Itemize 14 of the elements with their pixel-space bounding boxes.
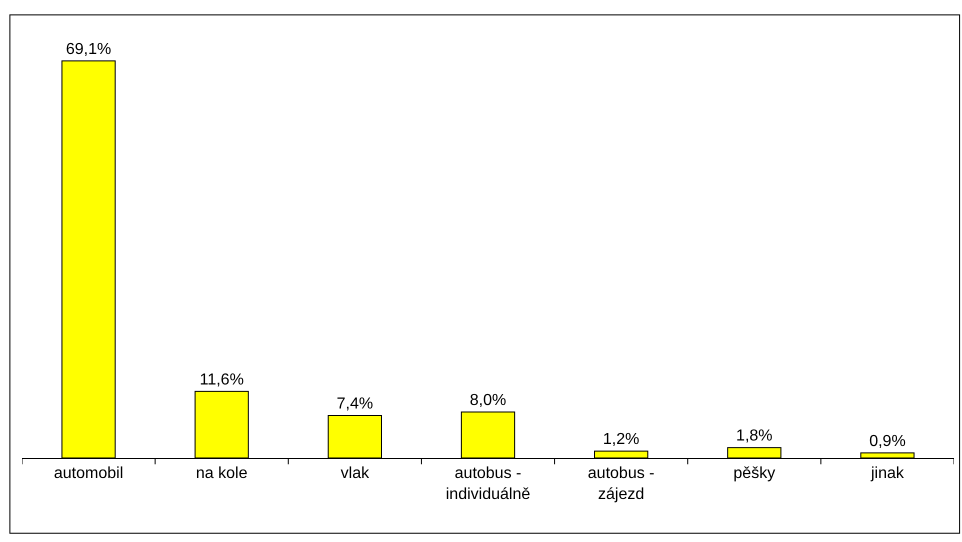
data-label: 11,6% <box>200 371 244 388</box>
x-tick-label: autobus - individuálně <box>446 465 530 503</box>
x-tick-label: automobil <box>54 465 124 482</box>
x-tick-label: pěšky <box>733 465 776 482</box>
x-tick-label: autobus - zájezd <box>588 465 654 503</box>
data-label: 1,2% <box>602 431 640 448</box>
data-label: 69,1% <box>66 40 112 58</box>
x-tick-label: vlak <box>340 465 370 482</box>
data-label: 0,9% <box>869 432 906 450</box>
x-tick-label: na kole <box>196 465 248 482</box>
x-tick-label: jinak <box>870 465 905 482</box>
data-label: 1,8% <box>736 428 773 445</box>
data-label: 8,0% <box>470 392 506 410</box>
data-label: 7,4% <box>336 395 374 412</box>
